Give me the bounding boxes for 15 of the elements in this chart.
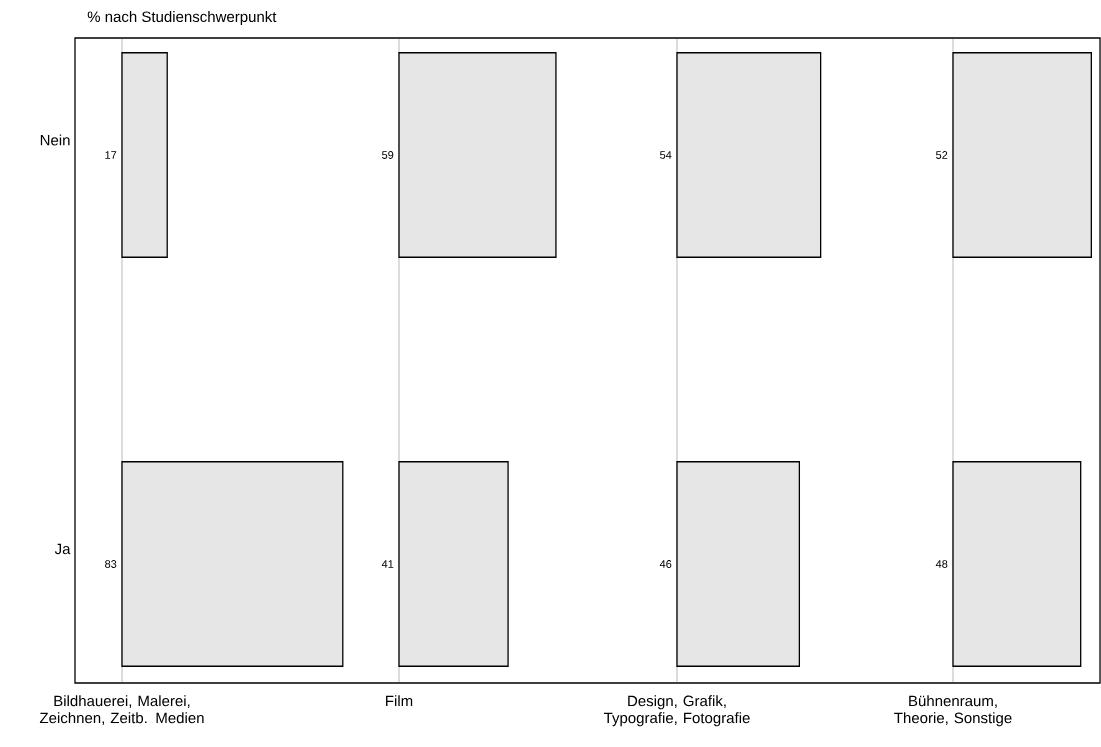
data-label: 41 [381,560,394,568]
y-tick-label: Ja [54,543,71,555]
x-axis-title: Film [386,695,413,707]
data-label: 17 [105,151,117,159]
data-label: 52 [936,151,948,159]
x-axis-title: Bildhauerei, Malerei, Zeichnen, Zeitb. Medien [39,695,204,726]
y-tick-label: Nein [40,134,70,146]
chart-title: % nach Studienschwerpunkt [87,11,277,25]
data-label: 83 [105,560,117,568]
x-axis-title: Bühnenraum, Theorie, Sonstige [894,695,1012,727]
data-label: 59 [382,151,394,159]
data-label: 46 [659,560,672,568]
data-label: 48 [935,560,948,568]
data-label: 54 [660,151,672,159]
x-axis-title: Design, Grafik, Typografie, Fotografie [603,695,750,727]
